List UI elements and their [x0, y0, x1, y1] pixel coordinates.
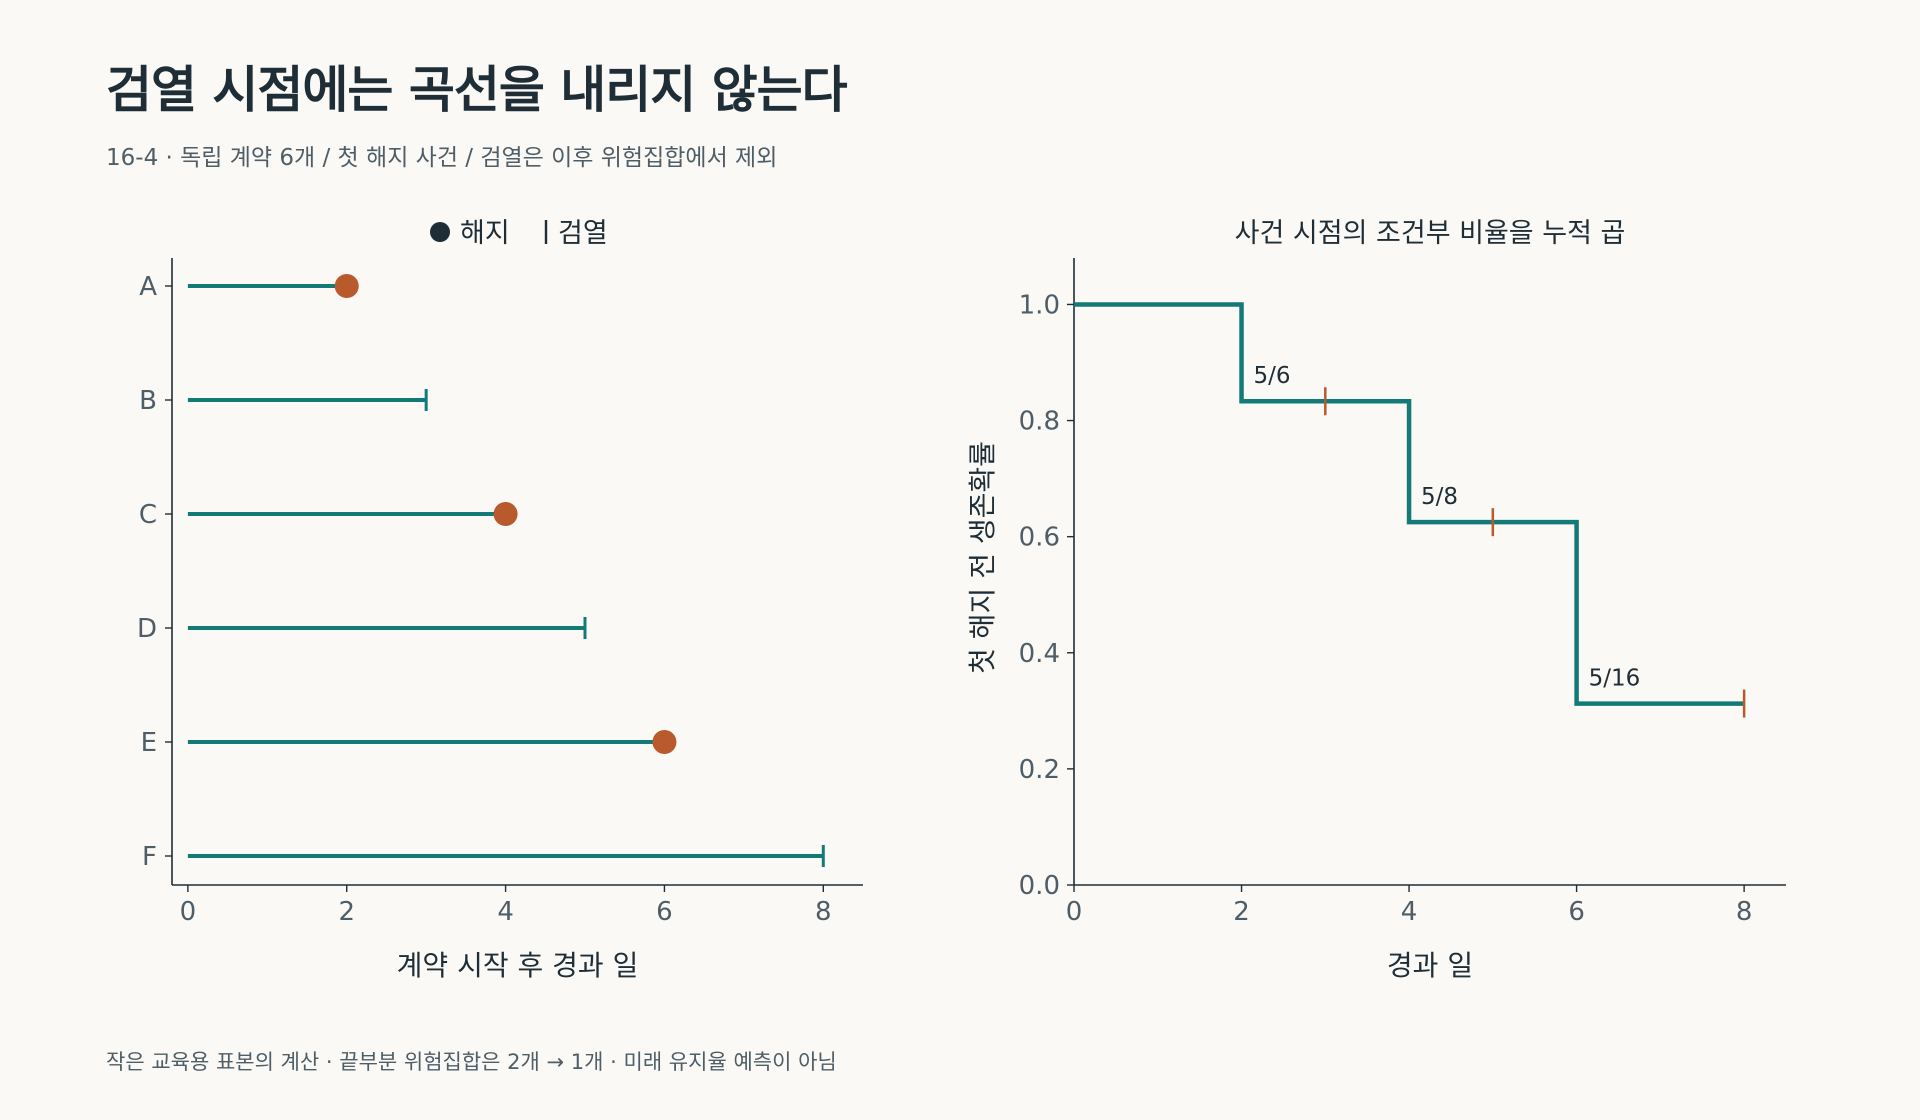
chart-title: 사건 시점의 조건부 비율을 누적 곱: [1235, 218, 1626, 249]
subject-label: B: [139, 386, 157, 416]
x-tick-label: 0: [180, 897, 197, 927]
survival-step-line: [1074, 302, 1745, 706]
x-tick-label: 6: [1568, 897, 1585, 927]
footnote: 작은 교육용 표본의 계산 · 끝부분 위험집합은 2개 → 1개 · 미래 유…: [106, 1050, 837, 1074]
y-tick-label: 0.6: [1019, 523, 1060, 553]
legend-event-marker: [430, 222, 450, 242]
subject-label: E: [141, 728, 157, 758]
step-annotation: 5/16: [1589, 666, 1641, 692]
legend-censor-label: 검열: [558, 218, 608, 249]
legend-event-label: 해지: [460, 218, 510, 249]
subject-label: C: [139, 500, 157, 530]
x-tick-label: 4: [1401, 897, 1418, 927]
y-tick-label: 1.0: [1019, 290, 1060, 320]
y-tick-label: 0.0: [1019, 871, 1060, 901]
x-tick-label: 6: [656, 897, 673, 927]
step-annotation: 5/8: [1421, 484, 1458, 510]
x-tick-label: 0: [1066, 897, 1083, 927]
subject-label: F: [142, 842, 157, 872]
event-marker: [652, 730, 677, 754]
event-marker: [334, 274, 359, 298]
survival-chart: 0 2 4 6 8 0.0 0.2 0.4 0.6 0.8 1.0 5/6 5/8 5/16 사건 시점의 …: [966, 218, 1786, 982]
x-tick-label: 2: [1233, 897, 1250, 927]
subject-label: A: [139, 272, 157, 302]
event-marker: [493, 502, 518, 526]
page-title: 검열 시점에는 곡선을 내리지 않는다: [106, 61, 848, 119]
x-tick-label: 4: [497, 897, 514, 927]
y-tick-label: 0.4: [1019, 639, 1060, 669]
y-tick-label: 0.2: [1019, 755, 1060, 785]
subject-label: D: [137, 614, 157, 644]
x-tick-label: 8: [1736, 897, 1753, 927]
y-axis-label: 첫 해지 전 생존확률: [966, 441, 999, 674]
x-axis-label: 경과 일: [1387, 949, 1473, 982]
y-tick-label: 0.8: [1019, 407, 1060, 437]
step-annotation: 5/6: [1254, 363, 1291, 389]
x-tick-label: 2: [338, 897, 355, 927]
x-axis-label: 계약 시작 후 경과 일: [397, 949, 639, 982]
x-tick-label: 8: [815, 897, 832, 927]
page-subtitle: 16-4 · 독립 계약 6개 / 첫 해지 사건 / 검열은 이후 위험집합에…: [106, 145, 778, 171]
